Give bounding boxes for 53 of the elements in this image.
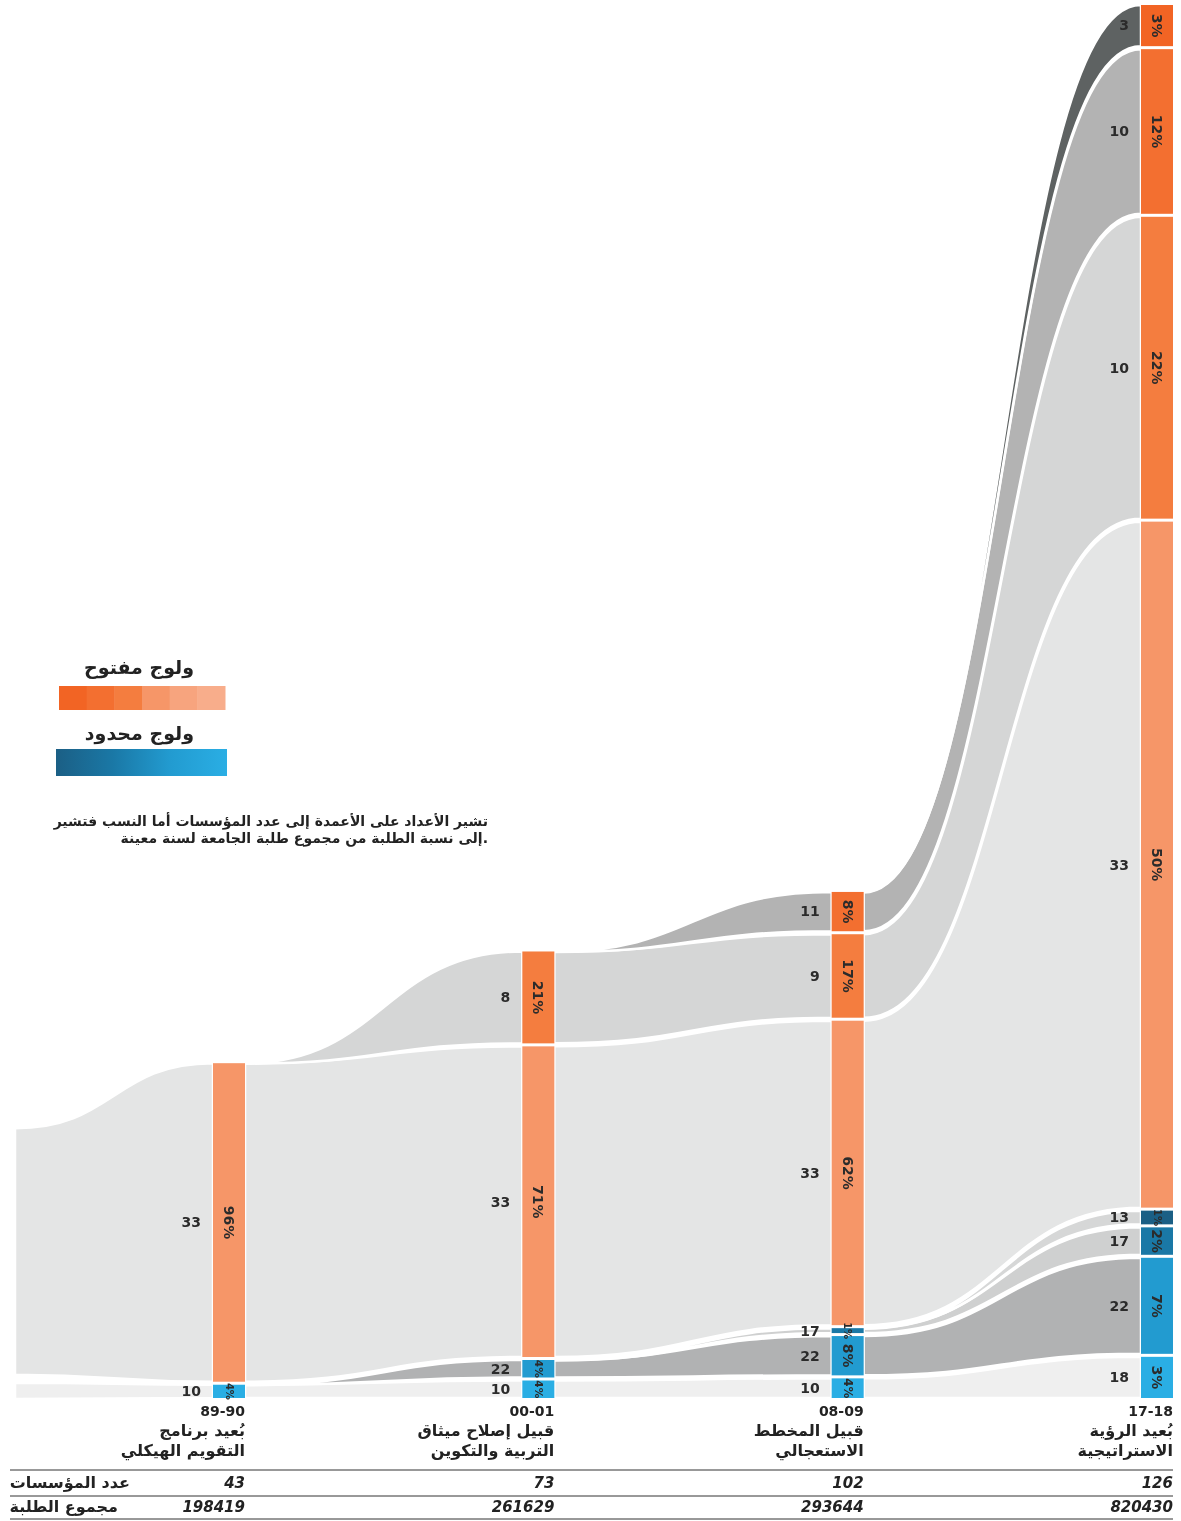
data-label: 62% [839, 1156, 856, 1190]
text: 22 [800, 1347, 820, 1364]
text: 18 [1109, 1369, 1129, 1386]
text: 22 [1109, 1297, 1129, 1314]
data-label: 71% [530, 1184, 547, 1219]
text: 102 [832, 1474, 864, 1492]
data-label: 22% [1149, 350, 1166, 385]
data-label: 4% [223, 1382, 235, 1400]
text: 261629 [491, 1498, 555, 1516]
data-label: 4% [532, 1359, 545, 1379]
data-label: 1% [1151, 1209, 1163, 1226]
text: 43 [224, 1474, 245, 1492]
text: 17 [800, 1322, 820, 1339]
text: 13 [1109, 1209, 1129, 1226]
text: ولوج محدود [84, 722, 194, 745]
text: 33 [800, 1164, 820, 1181]
text: 10 [1109, 359, 1129, 376]
text: 820430 [1110, 1498, 1173, 1516]
data-label: 1% [842, 1322, 854, 1340]
text: 9 [809, 967, 820, 984]
data-label: 17% [839, 959, 856, 993]
text: عدد المؤسسات [9, 1473, 130, 1492]
text: 198419 [182, 1498, 245, 1516]
text: تشير الأعداد على الأعمدة إلى عدد المؤسسات أما النسب فتشير إلى نسبة الطلبة من مجموع طلبة الجامعة لسنة معينة. [52, 812, 488, 847]
data-label: 7% [1149, 1293, 1166, 1318]
data-label: 8% [839, 899, 856, 924]
text: مجموع الطلبة [9, 1497, 118, 1516]
data-label: 12% [1149, 114, 1166, 149]
text: 11 [800, 903, 820, 920]
data-label: 50% [1149, 847, 1166, 882]
data-label: 21% [530, 980, 547, 1015]
text: 33 [181, 1214, 201, 1231]
text: 293644 [801, 1498, 864, 1516]
data-label: 4% [532, 1380, 545, 1399]
text: 10 [800, 1380, 820, 1397]
text: 10 [181, 1383, 201, 1400]
data-label: 4% [840, 1378, 855, 1399]
text: 10 [1109, 123, 1129, 140]
text: ولوج مفتوح [84, 656, 194, 679]
text: 33 [1109, 856, 1129, 873]
data-label: 8% [839, 1343, 856, 1368]
data-label: 96% [221, 1205, 238, 1240]
data-label: 2% [1149, 1229, 1166, 1253]
text: 8 [500, 989, 511, 1006]
text: 22 [490, 1360, 511, 1377]
text: 3 [1119, 17, 1129, 34]
data-label: 3% [1149, 1365, 1166, 1390]
text: 10 [490, 1381, 511, 1398]
text: 17 [1109, 1232, 1129, 1249]
text: 126 [1141, 1474, 1173, 1492]
data-label: 3% [1149, 13, 1166, 38]
text: 73 [533, 1474, 555, 1492]
text: 33 [490, 1193, 511, 1210]
